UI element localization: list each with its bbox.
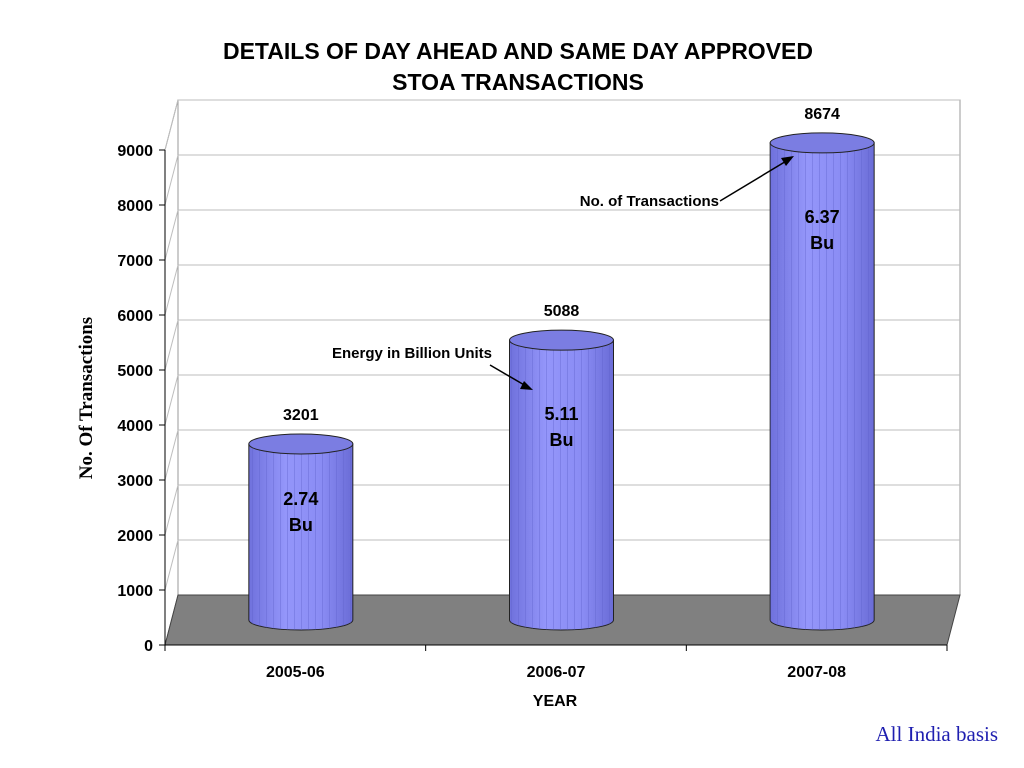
x-axis-label: YEAR xyxy=(533,693,578,710)
gridline-side xyxy=(164,319,179,371)
bar-top xyxy=(509,329,614,351)
footnote: All India basis xyxy=(875,722,998,746)
transactions-annotation-label: No. of Transactions xyxy=(580,193,719,210)
y-tick-label: 4000 xyxy=(117,418,153,435)
energy-unit-label: Bu xyxy=(810,233,834,253)
energy-value-label: 5.11 xyxy=(544,404,578,424)
energy-annotation-arrow xyxy=(489,364,527,387)
chart-title: DETAILS OF DAY AHEAD AND SAME DAY APPROV… xyxy=(0,36,1024,98)
bar-value-label: 5088 xyxy=(544,303,580,320)
transactions-annotation-arrow xyxy=(719,159,789,202)
gridline-side xyxy=(164,429,179,481)
energy-annotation: Energy in Billion Units xyxy=(332,345,533,390)
y-tick-label: 1000 xyxy=(117,583,153,600)
bar-top xyxy=(248,433,354,455)
y-tick-label: 8000 xyxy=(117,198,153,215)
gridline-side xyxy=(164,484,179,536)
chart-title-line-1: DETAILS OF DAY AHEAD AND SAME DAY APPROV… xyxy=(222,38,813,64)
y-axis: 0 1000 2000 3000 4000 5000 6000 7000 8000 9000 xyxy=(117,143,166,655)
y-tick-label: 5000 xyxy=(117,363,153,380)
bar-value-label: 8674 xyxy=(804,106,840,123)
x-axis: 2005-06 2006-07 2007-08 xyxy=(164,644,948,681)
x-tick-label: 2006-07 xyxy=(527,664,586,681)
x-tick-label: 2005-06 xyxy=(266,664,325,681)
x-tick-label: 2007-08 xyxy=(787,664,846,681)
y-axis-label: No. Of Transactions xyxy=(76,317,97,479)
bar-texture xyxy=(509,340,614,630)
y-tick-label: 0 xyxy=(144,638,153,655)
gridline-side xyxy=(164,374,179,426)
chart-title-line-2: STOA TRANSACTIONS xyxy=(392,69,644,95)
energy-unit-label: Bu xyxy=(550,430,574,450)
gridline-side xyxy=(164,209,179,261)
gridline-side xyxy=(164,539,179,591)
y-tick-label: 6000 xyxy=(117,308,153,325)
transactions-annotation-arrowhead xyxy=(781,156,794,166)
bars: 3201 2.74 Bu 5088 5.11 Bu 8674 6.37 Bu xyxy=(248,106,875,631)
bar-texture xyxy=(770,142,875,630)
y-tick-label: 7000 xyxy=(117,253,153,270)
bar-2006-07: 5088 5.11 Bu xyxy=(509,303,614,631)
bar-2005-06: 3201 2.74 Bu xyxy=(248,407,354,631)
energy-annotation-arrowhead xyxy=(520,381,533,390)
gridline-side xyxy=(164,154,179,206)
gridline-side xyxy=(164,99,179,151)
energy-unit-label: Bu xyxy=(289,515,313,535)
y-tick-label: 2000 xyxy=(117,528,153,545)
energy-value-label: 6.37 xyxy=(805,207,840,227)
y-tick-label: 9000 xyxy=(117,143,153,160)
bar-value-label: 3201 xyxy=(283,407,319,424)
y-tick-label: 3000 xyxy=(117,473,153,490)
bar-2007-08: 8674 6.37 Bu xyxy=(769,106,875,631)
energy-value-label: 2.74 xyxy=(283,489,318,509)
transactions-annotation: No. of Transactions xyxy=(580,156,794,210)
bar-top xyxy=(769,132,875,154)
gridline-side xyxy=(164,264,179,316)
bar-texture xyxy=(248,443,353,630)
energy-annotation-label: Energy in Billion Units xyxy=(332,345,492,362)
